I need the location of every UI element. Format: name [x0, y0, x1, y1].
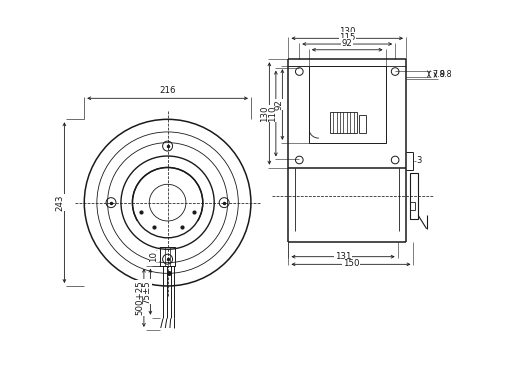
Text: 92: 92	[275, 99, 284, 110]
Bar	[410, 202, 415, 210]
Text: 130: 130	[339, 27, 356, 36]
Text: 130: 130	[260, 105, 269, 122]
Text: 9.8: 9.8	[439, 70, 452, 80]
Text: 10: 10	[149, 251, 158, 262]
Bar	[160, 247, 175, 266]
Text: 216: 216	[159, 86, 176, 95]
Bar	[309, 66, 386, 143]
Text: 92: 92	[342, 39, 353, 48]
Text: 150: 150	[343, 259, 359, 268]
Text: 110: 110	[268, 105, 276, 122]
Text: 500+25: 500+25	[135, 280, 145, 315]
Bar	[410, 174, 418, 219]
Bar	[360, 115, 365, 133]
Text: 131: 131	[335, 252, 351, 261]
Text: 3: 3	[416, 156, 422, 165]
Text: 75±5: 75±5	[142, 280, 151, 303]
Text: 7.8: 7.8	[433, 69, 446, 78]
Text: 115: 115	[339, 33, 356, 42]
Text: 243: 243	[55, 194, 64, 211]
Bar	[330, 112, 357, 133]
